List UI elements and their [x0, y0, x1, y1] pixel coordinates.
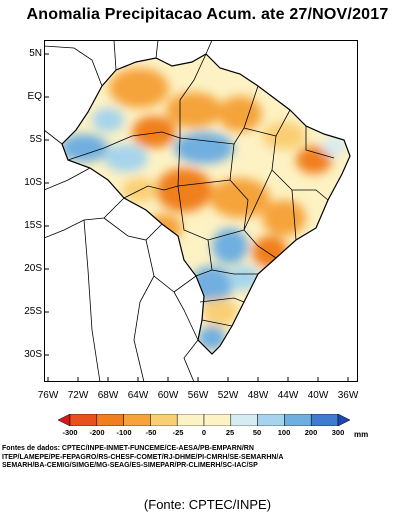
- legend-unit: mm: [354, 430, 369, 439]
- neighbour-borders: [44, 40, 213, 382]
- legend-swatch: [176, 414, 205, 426]
- lat-label-eq: EQ: [27, 91, 42, 102]
- legend-swatch: [123, 414, 151, 426]
- map-area: [44, 40, 358, 382]
- map-ticks: [44, 53, 349, 382]
- legend-tick-label: 200: [304, 428, 318, 437]
- legend-tick-label: 25: [225, 428, 235, 437]
- lon-label-68w: 68W: [97, 390, 119, 401]
- state-borders: [67, 53, 335, 327]
- sources-line: Fontes de dados: CPTEC/INPE-INMET-FUNCEM…: [2, 445, 254, 452]
- data-sources: Fontes de dados: CPTEC/INPE-INMET-FUNCEM…: [2, 445, 412, 471]
- lon-label-40w: 40W: [307, 390, 329, 401]
- lat-label-30s: 30S: [24, 349, 42, 360]
- legend-swatch: [203, 414, 232, 426]
- map-title: Anomalia Precipitacao Acum. ate 27/NOV/2…: [26, 6, 389, 23]
- legend-tick-label: 0: [201, 428, 207, 437]
- legend-tick-label: -300: [62, 428, 78, 437]
- sources-line: ITEP/LAMEPE/PE-FEPAGRO/RS-CHESF-COMET/RJ…: [2, 453, 284, 461]
- legend-swatch: [257, 414, 285, 426]
- lat-label-5s: 5S: [29, 134, 42, 145]
- map-frame: [44, 40, 358, 382]
- legend-swatch: [284, 414, 312, 426]
- legend-color-bar: [58, 414, 350, 426]
- legend-swatch: [96, 414, 124, 426]
- legend-swatch: [230, 414, 258, 426]
- legend-tick-label: 100: [277, 428, 291, 437]
- legend-swatch: [150, 414, 178, 426]
- legend-tick-label: -25: [172, 428, 184, 437]
- legend-swatch: [69, 414, 98, 426]
- anomaly-map: [44, 40, 358, 382]
- brazil-border: [61, 53, 351, 355]
- lon-label-44w: 44W: [277, 390, 299, 401]
- lat-label-5n: 5N: [29, 48, 42, 59]
- lat-label-15s: 15S: [24, 220, 42, 231]
- legend-tick-label: 300: [331, 428, 345, 437]
- legend-tick-label: -200: [89, 428, 105, 437]
- lon-label-48w: 48W: [247, 390, 269, 401]
- lon-label-60w: 60W: [157, 390, 179, 401]
- legend-tick-label: -100: [116, 428, 132, 437]
- lon-label-72w: 72W: [67, 390, 89, 401]
- legend-arrow-low: [58, 414, 71, 426]
- lat-label-10s: 10S: [24, 177, 42, 188]
- lon-label-64w: 64W: [127, 390, 149, 401]
- lat-label-25s: 25S: [24, 306, 42, 317]
- lon-label-36w: 36W: [337, 390, 359, 401]
- lon-label-76w: 76W: [37, 390, 59, 401]
- lat-label-20s: 20S: [24, 263, 42, 274]
- legend-tick-label: -50: [145, 428, 157, 437]
- legend-swatch: [310, 414, 339, 426]
- lon-label-52w: 52W: [217, 390, 239, 401]
- figure-caption: (Fonte: CPTEC/INPE): [143, 497, 272, 512]
- legend-arrow-high: [337, 414, 350, 426]
- lon-label-56w: 56W: [187, 390, 209, 401]
- legend-tick-label: 50: [252, 428, 262, 437]
- sources-line: SEMARH/BA-CEMIG/SIMGE/MG-SEAG/ES-SIMEPAR…: [2, 462, 258, 469]
